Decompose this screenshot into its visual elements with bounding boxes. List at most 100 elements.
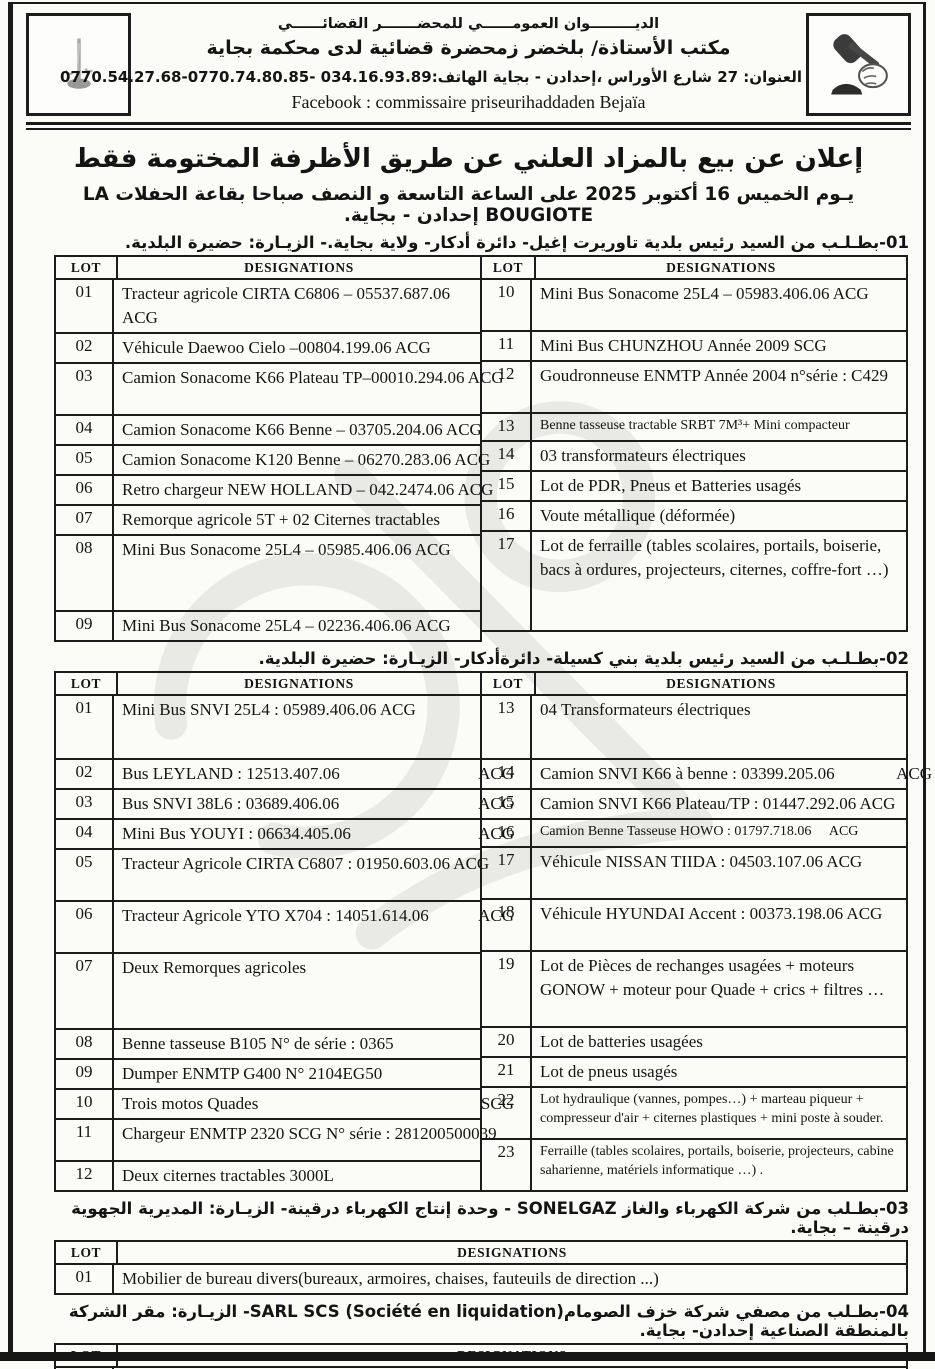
lot-column-header: LOT bbox=[56, 257, 118, 278]
table-header-row: LOT DESIGNATIONS bbox=[56, 1242, 906, 1264]
lot-number: 10 bbox=[56, 1090, 114, 1118]
designation-cell: Tracteur Agricole YTO X704 : 14051.614.0… bbox=[114, 902, 514, 952]
table-row: 05 Tracteur Agricole CIRTA C6807 : 01950.… bbox=[56, 848, 489, 900]
table-row: 10 Trois motos Quades SCG bbox=[56, 1088, 514, 1118]
table-row: 05 Camion Sonacome K120 Benne – 06270.283… bbox=[56, 444, 491, 474]
table-row: 16 Voute métallique (déformée) bbox=[482, 500, 906, 530]
designation-cell: Véhicule NISSAN TIIDA : 04503.107.06 ACG bbox=[540, 852, 863, 871]
designation-cell: Chargeur ENMTP 2320 SCG N° série : 28120… bbox=[122, 1124, 497, 1143]
table-row: 18 Véhicule HYUNDAI Accent : 00373.198.06… bbox=[482, 898, 906, 950]
designation-cell: Goudronneuse ENMTP Année 2004 n°série : … bbox=[540, 366, 889, 385]
table-row: 17 Véhicule NISSAN TIIDA : 04503.107.06 A… bbox=[482, 846, 906, 898]
designations-column-header: DESIGNATIONS bbox=[244, 260, 354, 275]
table-row: 13 04 Transformateurs électriques bbox=[482, 694, 906, 758]
lots-table: LOT DESIGNATIONS 01 Mini Bus SNVI 25L4 : 05… bbox=[54, 671, 514, 1193]
table-row: 11 Chargeur ENMTP 2320 SCG N° série : 281… bbox=[56, 1118, 497, 1161]
designation-cell: Lot hydraulique (vannes, pompes…) + mart… bbox=[540, 1092, 884, 1126]
lot-number: 11 bbox=[482, 332, 532, 360]
table-row: 04 Camion Sonacome K66 Benne – 03705.204.… bbox=[56, 414, 482, 444]
lot-number: 13 bbox=[482, 414, 532, 440]
lot-number: 15 bbox=[482, 790, 532, 818]
designation-cell: Benne tasseuse tractable SRBT 7M³+ Mini … bbox=[540, 418, 850, 433]
lot-number: 08 bbox=[56, 536, 114, 610]
lot-number: 07 bbox=[56, 954, 114, 1028]
lot-number: 01 bbox=[56, 696, 114, 758]
table-header-row: LOT DESIGNATIONS bbox=[56, 673, 480, 694]
standing-gavel-icon bbox=[64, 37, 93, 89]
table-row: 04 Mini Bus YOUYI : 06634.405.06 ACG bbox=[56, 818, 514, 848]
lot-number: 23 bbox=[482, 1140, 532, 1190]
table-header-row: LOT DESIGNATIONS bbox=[56, 257, 480, 278]
designation-cell: Camion Sonacome K120 Benne – 06270.283.0… bbox=[122, 450, 491, 469]
designations-column-header: DESIGNATIONS bbox=[244, 676, 354, 691]
table-row: 22 Lot hydraulique (vannes, pompes…) + ma… bbox=[482, 1086, 906, 1138]
overflow-label: ACG bbox=[896, 764, 932, 783]
designation-cell: Voute métallique (déformée) bbox=[540, 506, 736, 525]
table-row: 20 Lot de batteries usagées bbox=[482, 1026, 906, 1056]
lot-number: 02 bbox=[56, 760, 114, 788]
table-row: 21 Lot de pneus usagés bbox=[482, 1056, 906, 1086]
section-tables: LOT DESIGNATIONS 01 Mobilier de bureau dive… bbox=[54, 1240, 909, 1296]
table-row: 08 Benne tasseuse B105 N° de série : 0365 bbox=[56, 1028, 480, 1058]
lot-number: 03 bbox=[56, 364, 114, 414]
designation-cell: Véhicule Daewoo Cielo –00804.199.06 ACG bbox=[122, 338, 431, 357]
section-heading: 04-بطـلب من مصفي شركة خزف الصومام(SARL S… bbox=[68, 1302, 909, 1341]
designation-cell: Retro chargeur NEW HOLLAND – 042.2474.06… bbox=[122, 480, 494, 499]
table-row: 02 Bus LEYLAND : 12513.407.06 ACG bbox=[56, 758, 514, 788]
table-row: 12 Deux citernes tractables 3000L bbox=[56, 1160, 480, 1191]
lot-number: 01 bbox=[56, 1265, 114, 1294]
designation-cell: Mini Bus Sonacome 25L4 – 05983.406.06 AC… bbox=[540, 284, 869, 303]
lot-number: 06 bbox=[56, 902, 114, 952]
lot-number: 02 bbox=[56, 334, 114, 362]
designation-cell: Bus LEYLAND : 12513.407.06 ACG bbox=[114, 760, 514, 788]
lot-number: 11 bbox=[56, 1120, 114, 1161]
designation-cell: Tracteur agricole CIRTA C6806 – 05537.68… bbox=[122, 284, 450, 327]
lot-number: 08 bbox=[56, 1030, 114, 1058]
lot-number: 10 bbox=[482, 280, 532, 330]
table-row: 01 Tracteur agricole CIRTA C6806 – 05537.… bbox=[56, 278, 480, 332]
section-heading: 03-بطـلب من شركة الكهرباء والغاز SONELGA… bbox=[71, 1199, 909, 1238]
lot-number: 09 bbox=[56, 1060, 114, 1088]
address-phone-line: العنوان: 27 شارع الأوراس ،إحدادن - بجاية… bbox=[60, 68, 802, 86]
lot-column-header: LOT bbox=[56, 1242, 118, 1264]
table-row: 14 Camion SNVI K66 à benne : 03399.205.06… bbox=[482, 758, 932, 788]
lot-number: 20 bbox=[482, 1028, 532, 1056]
lot-number: 09 bbox=[56, 612, 114, 640]
designation-cell: Benne tasseuse B105 N° de série : 0365 bbox=[122, 1034, 394, 1053]
lots-table: LOT DESIGNATIONS 13 04 Transformateurs élec… bbox=[480, 671, 932, 1192]
designation-cell: Camion Sonacome K66 Plateau TP–00010.294… bbox=[122, 368, 504, 387]
facebook-line: Facebook : commissaire priseurihaddaden … bbox=[291, 92, 646, 112]
overflow-label: ACG bbox=[478, 764, 514, 783]
table-row: 17 Lot de ferraille (tables scolaires, po… bbox=[482, 530, 906, 630]
auction-date-line: يـوم الخميس 16 أكتوبر 2025 على الساعة ال… bbox=[82, 184, 855, 226]
lot-number: 14 bbox=[482, 760, 532, 788]
lot-column-header: LOT bbox=[482, 673, 536, 694]
lot-number: 01 bbox=[56, 280, 114, 332]
section-heading: 02-بطـلـب من السيد رئيس بلدية بني كسيلة-… bbox=[258, 649, 909, 668]
lot-number: 18 bbox=[482, 900, 532, 950]
lots-table: LOT DESIGNATIONS 10 Mini Bus Sonacome 25L4 … bbox=[480, 255, 908, 632]
right-logo-box bbox=[806, 13, 911, 116]
lot-number: 17 bbox=[482, 848, 532, 898]
lot-number: 06 bbox=[56, 476, 114, 504]
header-divider bbox=[26, 122, 911, 130]
lot-number: 22 bbox=[482, 1088, 532, 1138]
table-header-row: LOT DESIGNATIONS bbox=[482, 673, 906, 694]
designation-cell: Mobilier de bureau divers(bureaux, armoi… bbox=[122, 1269, 659, 1289]
table-row: 03 Bus SNVI 38L6 : 03689.406.06 ACG bbox=[56, 788, 514, 818]
section-heading: 01-بطـلـب من السيد رئيس بلدية تاوريرت إغ… bbox=[124, 233, 909, 252]
lot-number: 16 bbox=[482, 820, 532, 846]
office-name-line: الديـــــــــوان العمومــــــي للمحضــــ… bbox=[277, 16, 660, 32]
designations-column-header: DESIGNATIONS bbox=[666, 260, 776, 275]
designation-cell: Camion Sonacome K66 Benne – 03705.204.06… bbox=[122, 420, 482, 439]
overflow-label: ACG bbox=[478, 824, 514, 843]
designation-cell: Ferraille (tables scolaires, portails, b… bbox=[540, 1144, 894, 1178]
table-row: 01 Mobilier de bureau divers(bureaux, arm… bbox=[56, 1263, 906, 1294]
lot-number: 05 bbox=[56, 446, 114, 474]
header-text-block: الديـــــــــوان العمومــــــي للمحضــــ… bbox=[60, 10, 806, 113]
designation-cell: Lot de batteries usagées bbox=[540, 1032, 703, 1051]
lot-column-header: LOT bbox=[482, 257, 536, 278]
lot-number: 12 bbox=[482, 362, 532, 412]
designation-cell: Lot de pneus usagés bbox=[540, 1062, 678, 1081]
